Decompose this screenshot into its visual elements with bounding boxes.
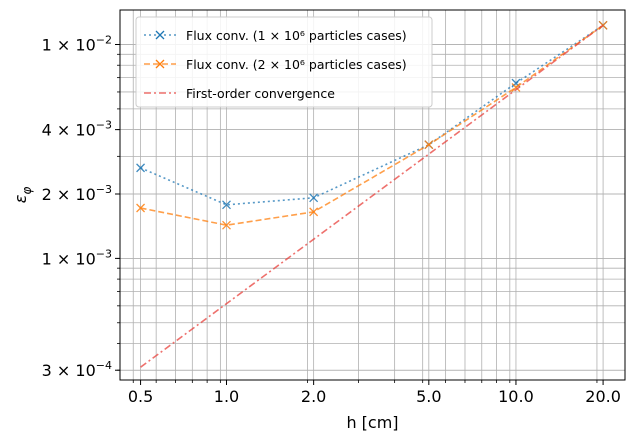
series-3: [140, 24, 604, 368]
y-tick-label: 1 × 10−3: [42, 247, 112, 268]
legend-marker: [155, 59, 165, 69]
x-tick-label: 0.5: [128, 387, 153, 406]
x-tick-label: 5.0: [416, 387, 441, 406]
legend-label: Flux conv. (1 × 10⁶ particles cases): [186, 28, 407, 43]
y-tick-label: 3 × 10−4: [42, 359, 112, 380]
x-axis-label: h [cm]: [346, 413, 398, 432]
data-point: [424, 140, 434, 150]
series-layer: [136, 20, 608, 368]
legend: Flux conv. (1 × 10⁶ particles cases) Flux…: [135, 16, 433, 108]
data-point: [309, 193, 319, 203]
legend-entry: Flux conv. (1 × 10⁶ particles cases): [144, 28, 407, 43]
data-point: [136, 163, 146, 173]
data-point: [136, 203, 146, 213]
y-tick-label: 2 × 10−3: [42, 183, 112, 204]
x-tick-label: 1.0: [214, 387, 239, 406]
data-point: [309, 207, 319, 217]
series-line: [140, 24, 604, 368]
data-point: [511, 82, 521, 92]
x-tick-label: 2.0: [301, 387, 326, 406]
ticks: 0.5 1.0 2.0 5.0 10.0 20.0 3 × 10−4 1 × 10−3 2 × …: [42, 34, 621, 406]
x-tick-label: 10.0: [498, 387, 534, 406]
x-tick-label: 20.0: [585, 387, 621, 406]
legend-label: First-order convergence: [186, 86, 335, 101]
y-tick-label: 4 × 10−3: [42, 119, 112, 140]
data-point: [222, 200, 231, 210]
legend-label: Flux conv. (2 × 10⁶ particles cases): [186, 57, 407, 72]
legend-entry: First-order convergence: [144, 86, 335, 101]
series-line: [140, 24, 604, 226]
legend-marker: [155, 30, 165, 40]
legend-entry: Flux conv. (2 × 10⁶ particles cases): [144, 57, 407, 72]
y-axis-label: εφ: [11, 187, 34, 204]
legend-box: [135, 16, 433, 108]
data-point: [222, 220, 231, 230]
series-line: [140, 24, 604, 206]
y-tick-label: 1 × 10−2: [42, 34, 112, 55]
plot-frame: [119, 9, 626, 381]
series-2: [136, 20, 608, 230]
